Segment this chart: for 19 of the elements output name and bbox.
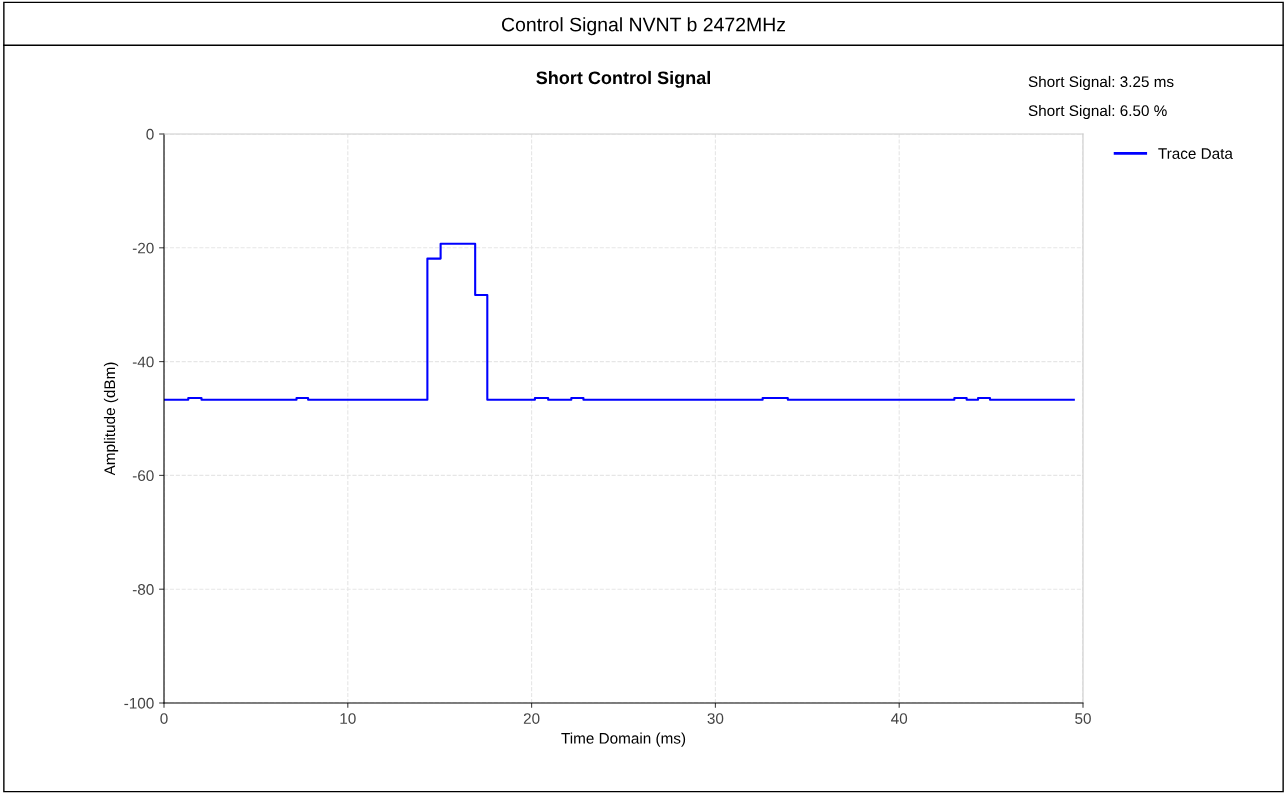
text: Short Signal: 3.25 ms [1028,75,1174,91]
x-tick-label: 40 [891,713,908,724]
y-tick-label: 0 [146,128,154,140]
x-tick-label: 50 [1075,713,1091,724]
y-axis-title: Amplitude (dBm) [103,362,119,476]
y-tick-label: -100 [124,697,154,709]
y-tick-label: -40 [132,356,154,368]
chart-subtitle: Short Control Signal [536,70,710,88]
x-tick-label: 20 [523,713,540,724]
x-tick-label: 10 [340,713,356,724]
y-tick-label: -80 [132,584,154,595]
chart-title: Control Signal NVNT b 2472MHz [502,17,786,36]
y-tick-label: -20 [132,242,154,254]
x-axis-title: Time Domain (ms) [561,732,686,747]
text: Short Signal: 6.50 % [1028,104,1167,120]
x-tick-label: 30 [707,713,724,724]
x-tick-label: 0 [160,713,168,724]
legend-label: Trace Data [1158,148,1233,159]
y-tick-label: -60 [132,470,154,482]
